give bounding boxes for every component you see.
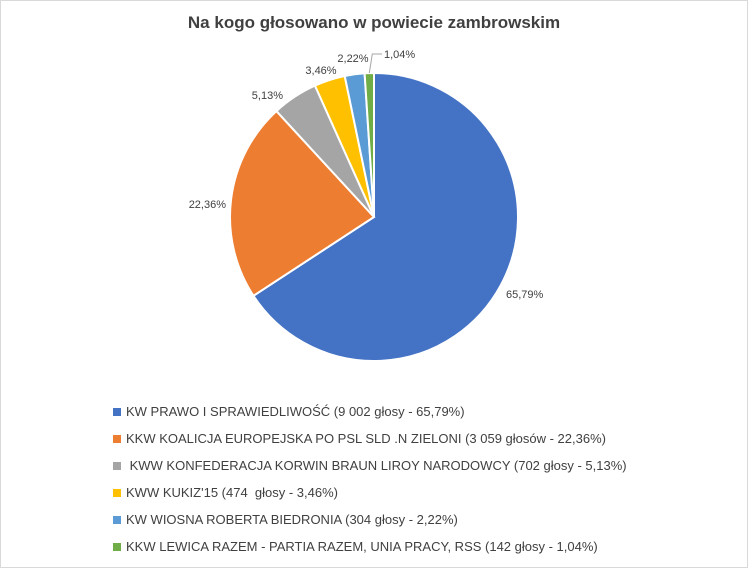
legend-label: KKW LEWICA RAZEM - PARTIA RAZEM, UNIA PR… [126,539,598,554]
data-label: 3,46% [305,65,336,77]
pie-data-labels: 65,79% 22,36% 5,13% 3,46%2,22% 1,04% [189,49,544,301]
legend-item: KWW KONFEDERACJA KORWIN BRAUN LIROY NARO… [113,452,627,479]
data-label: 1,04% [384,49,415,61]
legend-label: KKW KOALICJA EUROPEJSKA PO PSL SLD .N ZI… [126,431,606,446]
legend-swatch [113,488,121,497]
chart-title: Na kogo głosowano w powiecie zambrowskim [187,13,561,32]
legend-item: KKW LEWICA RAZEM - PARTIA RAZEM, UNIA PR… [113,533,627,560]
legend-item: KKW KOALICJA EUROPEJSKA PO PSL SLD .N ZI… [113,425,627,452]
legend: KW PRAWO I SPRAWIEDLIWOŚĆ (9 002 głosy -… [113,398,627,560]
legend-label: KW PRAWO I SPRAWIEDLIWOŚĆ (9 002 głosy -… [126,404,465,419]
data-label: 22,36% [189,199,227,211]
data-label: 65,79% [506,289,544,301]
legend-swatch [113,542,121,551]
legend-swatch [113,461,121,470]
data-label: 2,22% [337,53,368,65]
legend-item: KW PRAWO I SPRAWIEDLIWOŚĆ (9 002 głosy -… [113,398,627,425]
legend-swatch [113,434,121,443]
pie-slice [229,109,376,298]
pie-slice [252,71,519,362]
data-label: 5,13% [252,90,283,102]
legend-swatch [113,407,121,416]
legend-swatch [113,515,121,524]
legend-label: KW WIOSNA ROBERTA BIEDRONIA (304 głosy -… [126,512,458,527]
legend-item: KWW KUKIZ'15 (474 głosy - 3,46%) [113,479,627,506]
pie-slices [229,71,519,362]
leader-line [368,53,382,74]
legend-label: KWW KUKIZ'15 (474 głosy - 3,46%) [126,485,338,500]
legend-item: KW WIOSNA ROBERTA BIEDRONIA (304 głosy -… [113,506,627,533]
legend-label: KWW KONFEDERACJA KORWIN BRAUN LIROY NARO… [126,458,627,473]
